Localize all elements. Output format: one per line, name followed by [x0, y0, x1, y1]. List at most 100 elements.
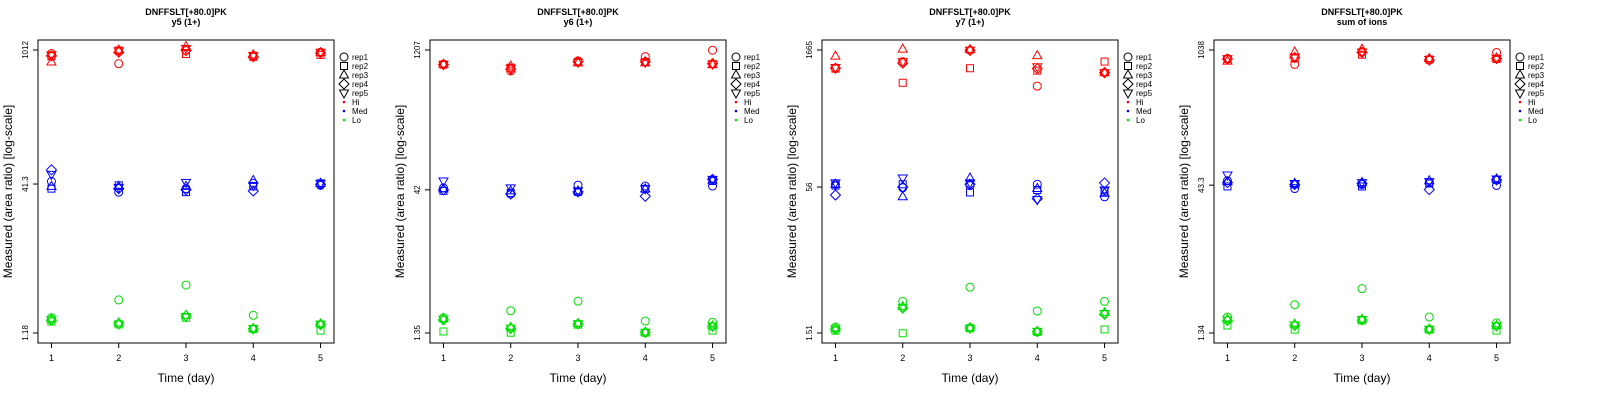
- x-tick-label: 4: [251, 353, 256, 363]
- data-point-lo-rep5-day3: [180, 312, 192, 323]
- data-point-lo-rep5-day5: [1099, 309, 1110, 320]
- data-point-med-rep3-day1: [1222, 175, 1233, 186]
- x-tick-label: 5: [318, 353, 323, 363]
- data-point-hi-rep4-day3: [180, 44, 192, 57]
- legend-label-hi: Hi: [1528, 98, 1536, 107]
- plot-frame: [821, 39, 1119, 344]
- x-axis-label: Time (day): [158, 371, 215, 385]
- data-point-med-rep3-day3: [1356, 176, 1368, 187]
- legend-label-rep2: rep2: [352, 62, 369, 71]
- legend-label-med: Med: [744, 107, 760, 116]
- y-axis-label: Measured (area ratio) [log-scale]: [785, 105, 799, 278]
- data-point-med-rep4-day2: [897, 181, 909, 193]
- data-point-hi-rep5-day1: [830, 63, 841, 74]
- legend-label-rep3: rep3: [352, 71, 369, 80]
- data-point-med-rep1-day3: [573, 180, 583, 190]
- x-tick-label: 1: [1225, 353, 1230, 363]
- data-point-lo-rep1-day2: [1290, 300, 1300, 310]
- data-point-hi-rep3-day5: [1491, 51, 1502, 62]
- y-tick-label: 1038: [1197, 41, 1206, 59]
- legend-dot-med: [1126, 109, 1130, 113]
- data-point-hi-rep1-day5: [708, 45, 718, 55]
- data-point-lo-rep2-day2: [1290, 325, 1299, 334]
- legend-label-rep5: rep5: [352, 89, 369, 98]
- data-point-lo-rep5-day1: [1222, 316, 1233, 326]
- plot-frame: [1213, 39, 1511, 344]
- data-point-med-rep1-day2: [1290, 184, 1300, 194]
- legend-label-rep5: rep5: [744, 89, 761, 98]
- data-point-med-rep4-day1: [1221, 176, 1234, 189]
- data-point-med-rep1-day4: [1032, 179, 1042, 189]
- data-point-med-rep1-day5: [708, 181, 718, 191]
- data-point-med-rep3-day4: [1031, 182, 1043, 193]
- x-tick-label: 3: [575, 353, 580, 363]
- data-point-hi-rep5-day2: [897, 58, 909, 68]
- data-point-hi-rep2-day2: [898, 78, 907, 87]
- data-point-lo-rep5-day5: [1491, 322, 1502, 332]
- data-point-med-rep5-day5: [707, 175, 718, 186]
- data-point-lo-rep5-day4: [247, 325, 259, 335]
- data-point-hi-rep5-day3: [1356, 48, 1368, 59]
- data-point-hi-rep5-day3: [180, 44, 192, 55]
- data-point-med-rep3-day1: [438, 182, 449, 193]
- legend-label-med: Med: [352, 107, 368, 116]
- x-tick-label: 3: [967, 353, 972, 363]
- data-point-med-rep5-day4: [247, 181, 259, 192]
- data-point-lo-rep5-day4: [1031, 327, 1043, 338]
- chart-subtitle: y6 (1+): [564, 17, 593, 27]
- legend-marker-rep5: [338, 89, 350, 100]
- data-point-lo-rep5-day3: [1356, 316, 1368, 326]
- data-point-hi-rep2-day3: [1358, 50, 1366, 59]
- data-point-med-rep1-day5: [1492, 180, 1502, 190]
- legend-label-rep2: rep2: [1136, 62, 1153, 71]
- data-point-lo-rep2-day2: [506, 328, 515, 337]
- legend-label-rep3: rep3: [1136, 71, 1153, 80]
- data-point-lo-rep3-day5: [1491, 319, 1502, 329]
- data-point-med-rep5-day4: [639, 185, 651, 195]
- data-point-lo-rep5-day5: [707, 322, 718, 333]
- data-point-med-rep4-day1: [45, 164, 58, 176]
- data-point-lo-rep1-day2: [506, 306, 516, 316]
- x-tick-label: 5: [1102, 353, 1107, 363]
- data-point-hi-rep2-day5: [1100, 57, 1109, 66]
- data-point-lo-rep5-day1: [438, 315, 449, 326]
- data-point-med-rep3-day2: [1289, 177, 1301, 188]
- chart-subtitle: y7 (1+): [956, 17, 985, 27]
- x-axis-label: Time (day): [550, 371, 607, 385]
- data-point-lo-rep3-day4: [1423, 323, 1435, 333]
- legend-dot-med: [734, 109, 738, 113]
- data-point-lo-rep3-day4: [1031, 325, 1043, 335]
- data-point-med-rep3-day5: [707, 174, 718, 184]
- x-tick-label: 5: [710, 353, 715, 363]
- data-point-lo-rep5-day5: [315, 320, 326, 331]
- chart-title: DNFFSLT[+80.0]PK: [1321, 7, 1403, 17]
- legend-dot-med: [1518, 109, 1522, 113]
- data-point-lo-rep5-day2: [113, 320, 125, 331]
- legend-dot-lo: [342, 118, 346, 122]
- data-point-med-rep5-day3: [964, 179, 976, 189]
- data-point-hi-rep3-day1: [46, 55, 57, 66]
- data-point-hi-rep2-day3: [182, 49, 190, 58]
- legend-label-rep5: rep5: [1528, 89, 1545, 98]
- data-point-lo-rep3-day3: [572, 317, 584, 327]
- y-tick-label: 1.18: [21, 325, 30, 341]
- legend-label-med: Med: [1136, 107, 1152, 116]
- data-point-med-rep5-day1: [1222, 171, 1233, 181]
- data-point-med-rep1-day5: [1100, 192, 1110, 202]
- y-tick-label: 1.34: [1197, 325, 1206, 341]
- data-point-med-rep5-day2: [1289, 180, 1301, 190]
- legend-label-lo: Lo: [352, 116, 361, 125]
- legend-marker-rep2: [1516, 62, 1524, 70]
- data-point-lo-rep1-day3: [181, 280, 191, 290]
- legend-marker-rep4: [730, 78, 742, 90]
- x-tick-label: 2: [116, 353, 121, 363]
- data-point-hi-rep5-day3: [964, 46, 976, 57]
- legend-label-lo: Lo: [1528, 116, 1537, 125]
- data-point-hi-rep5-day5: [315, 48, 326, 59]
- data-point-lo-rep1-day4: [1032, 306, 1042, 316]
- data-point-hi-rep3-day1: [830, 50, 841, 60]
- data-point-lo-rep1-day5: [1100, 296, 1110, 306]
- y-axis-label: Measured (area ratio) [log-scale]: [1177, 105, 1191, 278]
